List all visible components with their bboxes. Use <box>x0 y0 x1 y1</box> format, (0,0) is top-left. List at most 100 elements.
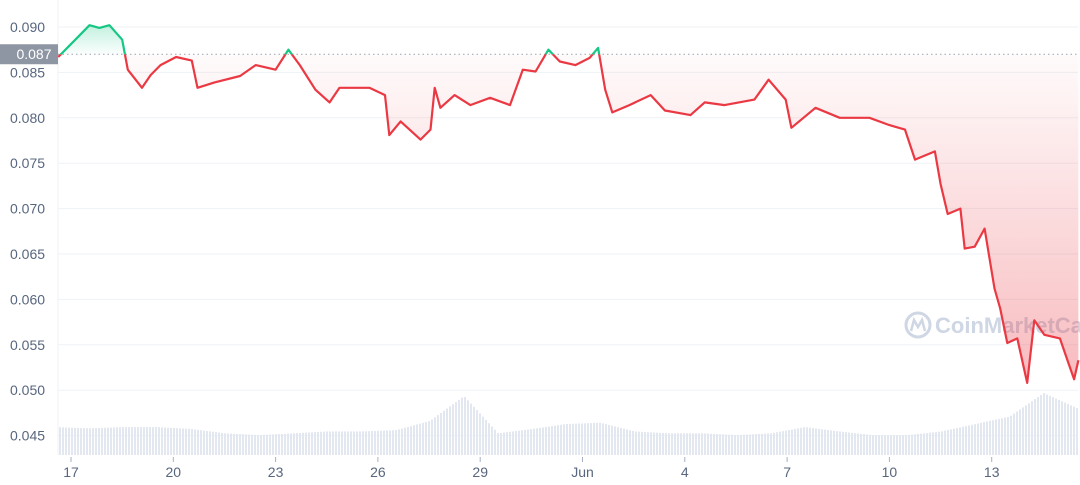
volume-bar <box>971 424 973 455</box>
volume-bar <box>1070 405 1072 455</box>
reference-price-text: 0.087 <box>16 46 51 62</box>
volume-bar <box>203 430 205 455</box>
volume-bar <box>1067 403 1069 455</box>
volume-bar <box>74 427 76 455</box>
volume-bar <box>770 433 772 455</box>
volume-bar <box>227 433 229 455</box>
volume-bar <box>167 427 169 455</box>
volume-bar <box>911 434 913 455</box>
volume-bar <box>359 431 361 455</box>
volume-bar <box>977 423 979 455</box>
volume-bar <box>317 431 319 455</box>
volume-bar <box>1064 402 1066 455</box>
volume-bar <box>623 428 625 455</box>
volume-bar <box>620 427 622 455</box>
volume-bar <box>542 427 544 455</box>
volume-bar <box>686 433 688 455</box>
volume-bar <box>953 428 955 455</box>
volume-bar <box>1049 395 1051 455</box>
volume-bar <box>827 430 829 455</box>
volume-bar <box>809 427 811 455</box>
volume-bar <box>80 428 82 455</box>
volume-bar <box>521 430 523 455</box>
area-below-reference <box>58 54 1079 383</box>
volume-bar <box>584 423 586 455</box>
volume-bar <box>941 431 943 455</box>
volume-bar <box>170 427 172 455</box>
volume-bar <box>131 427 133 455</box>
volume-bar <box>719 434 721 455</box>
volume-bar <box>998 418 1000 455</box>
volume-bar <box>197 429 199 455</box>
volume-bar <box>842 431 844 455</box>
volume-bar <box>365 431 367 455</box>
volume-bar <box>251 434 253 455</box>
volume-bar <box>236 433 238 455</box>
volume-bar <box>407 426 409 455</box>
volume-bar <box>758 433 760 455</box>
volume-bar <box>1043 393 1045 455</box>
volume-bar <box>176 428 178 455</box>
volume-bar <box>191 429 193 455</box>
volume-bar <box>653 432 655 455</box>
volume-bar <box>161 427 163 455</box>
volume-bar <box>626 429 628 455</box>
volume-bar <box>668 433 670 455</box>
y-tick-label: 0.060 <box>10 291 45 307</box>
volume-bar <box>311 432 313 455</box>
volume-bar <box>743 434 745 455</box>
volume-bar <box>437 415 439 455</box>
volume-bar <box>134 427 136 455</box>
volume-bar <box>752 434 754 455</box>
y-tick-label: 0.085 <box>10 64 45 80</box>
volume-bar <box>863 434 865 455</box>
volume-bar <box>824 429 826 455</box>
volume-bar <box>788 430 790 455</box>
volume-bar <box>926 433 928 455</box>
x-tick-label: Jun <box>571 464 594 480</box>
x-tick-label: 13 <box>984 464 1000 480</box>
volume-bar <box>89 428 91 455</box>
x-tick-label: 7 <box>783 464 791 480</box>
volume-bar <box>797 428 799 455</box>
volume-bar <box>794 428 796 455</box>
volume-bar <box>1010 415 1012 455</box>
volume-bar <box>533 428 535 455</box>
volume-bar <box>179 428 181 455</box>
volume-bar <box>551 426 553 455</box>
volume-bar <box>83 428 85 455</box>
volume-bar <box>674 433 676 455</box>
volume-bar <box>299 432 301 455</box>
volume-bar <box>119 427 121 455</box>
volume-bar <box>506 432 508 455</box>
volume-bar <box>527 429 529 455</box>
volume-bar <box>764 433 766 455</box>
volume-bar <box>425 422 427 455</box>
volume-bar <box>692 433 694 455</box>
volume-bar <box>695 433 697 455</box>
volume-bar <box>230 433 232 455</box>
volume-bar <box>383 430 385 455</box>
volume-bar <box>728 434 730 455</box>
volume-bar <box>716 434 718 455</box>
volume-bar <box>938 431 940 455</box>
volume-bar <box>143 427 145 455</box>
volume-bar <box>1007 416 1009 455</box>
volume-bar <box>107 427 109 455</box>
y-tick-label: 0.045 <box>10 428 45 444</box>
volume-bar <box>1040 394 1042 455</box>
volume-bar <box>641 431 643 455</box>
volume-bar <box>566 423 568 455</box>
volume-bar <box>458 399 460 455</box>
volume-bar <box>173 428 175 455</box>
volume-bar <box>776 432 778 455</box>
volume-bar <box>419 423 421 455</box>
volume-bar <box>347 431 349 455</box>
volume-bar <box>443 410 445 455</box>
volume-bar <box>320 431 322 455</box>
volume-bar <box>122 427 124 455</box>
volume-bar <box>746 434 748 455</box>
volume-bar <box>599 422 601 455</box>
volume-bar <box>812 428 814 455</box>
volume-bar <box>614 426 616 455</box>
